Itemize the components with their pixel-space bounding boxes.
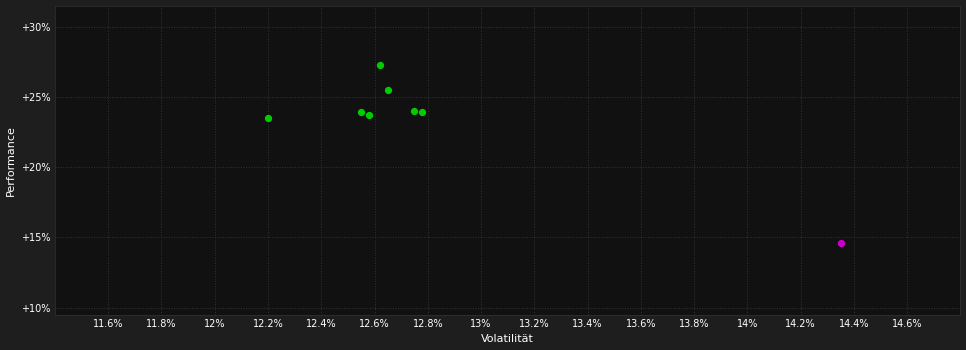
Point bbox=[833, 240, 848, 246]
Point bbox=[372, 62, 387, 68]
Point bbox=[361, 112, 377, 118]
Point bbox=[354, 110, 369, 115]
Point bbox=[380, 87, 395, 93]
X-axis label: Volatilität: Volatilität bbox=[481, 335, 534, 344]
Point bbox=[407, 108, 422, 114]
Y-axis label: Performance: Performance bbox=[6, 125, 15, 196]
Point bbox=[260, 115, 275, 121]
Point bbox=[414, 110, 430, 115]
